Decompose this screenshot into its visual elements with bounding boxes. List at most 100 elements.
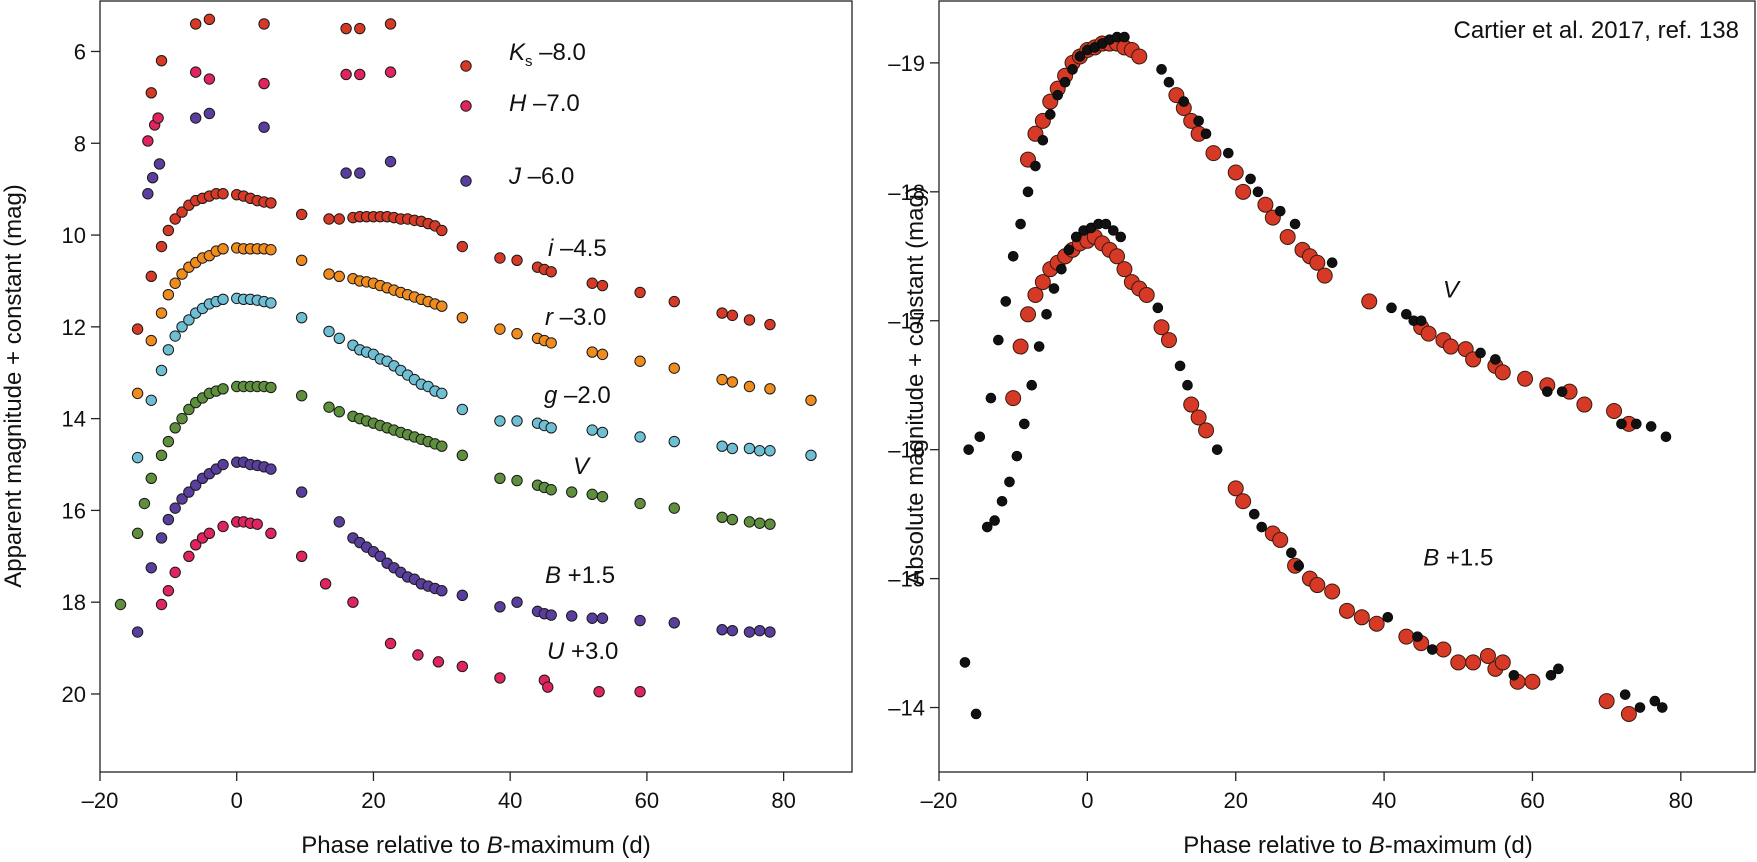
data-point-g xyxy=(169,330,181,342)
data-point-i xyxy=(456,240,469,253)
data-point xyxy=(1198,422,1215,439)
data-point-U xyxy=(456,660,469,673)
data-point xyxy=(1211,444,1223,455)
data-point xyxy=(1309,577,1326,594)
data-point xyxy=(1156,64,1167,75)
left-x-axis: –20 0 20 40 60 80 xyxy=(82,772,796,813)
data-point-B xyxy=(726,624,739,637)
data-point xyxy=(1382,611,1394,623)
legend-label-Ks: Ks –8.0 xyxy=(509,39,586,70)
data-point xyxy=(1494,654,1511,671)
data-point-r xyxy=(805,394,817,406)
data-point-U xyxy=(190,539,202,551)
data-point-i xyxy=(333,213,345,225)
data-point-g xyxy=(545,422,557,434)
data-point xyxy=(1494,364,1511,381)
data-point-U xyxy=(251,518,263,530)
data-point xyxy=(1235,493,1252,510)
data-point-r xyxy=(668,362,680,374)
data-point-i xyxy=(436,224,448,237)
data-point-g xyxy=(155,364,168,377)
data-point-Ks xyxy=(203,13,216,26)
legend-marker-J xyxy=(460,175,472,187)
data-point xyxy=(1027,286,1044,303)
data-point xyxy=(1415,315,1427,327)
data-point xyxy=(1115,231,1127,243)
data-point-V xyxy=(217,383,229,395)
data-point-r xyxy=(511,328,523,340)
data-point xyxy=(1041,308,1052,320)
data-point-B xyxy=(596,612,609,624)
data-point-g xyxy=(456,403,469,416)
legend-label-U: U +3.0 xyxy=(547,638,618,665)
data-point-r xyxy=(764,383,776,395)
data-point-V xyxy=(494,472,506,484)
data-point xyxy=(1205,145,1222,162)
data-point xyxy=(1235,183,1252,200)
data-point xyxy=(1479,647,1496,664)
data-point-B xyxy=(295,486,308,498)
right-x-axis: –20 0 20 40 60 80 xyxy=(921,772,1693,813)
data-point xyxy=(1245,173,1256,185)
data-point-B xyxy=(634,614,646,627)
data-point-U xyxy=(634,685,646,698)
data-point xyxy=(981,521,993,533)
legend-label-H: H –7.0 xyxy=(509,90,580,117)
data-point-V xyxy=(183,403,195,416)
data-point xyxy=(1070,231,1082,243)
data-point xyxy=(1011,450,1023,462)
data-point-B xyxy=(145,562,157,574)
data-point xyxy=(1116,261,1133,278)
x-tick-label: 40 xyxy=(498,788,522,813)
data-point-H xyxy=(203,73,216,85)
data-point xyxy=(1339,602,1355,619)
data-point-r xyxy=(436,300,448,312)
data-point-V xyxy=(323,401,335,413)
data-point-J xyxy=(340,167,352,179)
data-point xyxy=(1174,360,1186,372)
data-point xyxy=(1152,302,1164,314)
left-plot-frame xyxy=(99,0,853,773)
data-point-Ks xyxy=(354,22,366,35)
data-point-i xyxy=(265,197,277,209)
data-point-B xyxy=(494,601,506,613)
data-point-g xyxy=(183,314,195,326)
data-point-i xyxy=(511,254,523,266)
data-point xyxy=(1541,386,1553,397)
data-point-V xyxy=(436,440,448,452)
y-tick-label: 12 xyxy=(62,315,86,340)
x-tick-label: –20 xyxy=(82,788,119,813)
y-tick-label: –19 xyxy=(888,51,925,76)
data-point-r xyxy=(131,387,144,400)
data-point-g xyxy=(805,449,817,462)
legend-label-B: B +1.5 xyxy=(545,562,615,589)
data-point xyxy=(1649,695,1661,707)
data-point-i xyxy=(545,266,557,278)
data-point-V xyxy=(511,474,523,487)
data-point xyxy=(1386,302,1397,314)
data-point-Ks xyxy=(145,87,157,99)
data-point xyxy=(1274,205,1286,217)
y-tick-label: 10 xyxy=(62,223,86,248)
data-point xyxy=(1119,31,1130,43)
data-point-V xyxy=(545,484,557,496)
data-point-V xyxy=(586,488,598,501)
left-y-axis: 6 8 10 12 14 16 18 20 xyxy=(62,39,100,707)
data-point-r xyxy=(716,373,728,386)
data-point-i xyxy=(162,224,175,237)
data-point-r xyxy=(494,323,506,335)
data-point-V xyxy=(162,435,175,448)
data-point xyxy=(963,444,974,455)
data-point-g xyxy=(295,311,308,324)
data-point-U xyxy=(494,672,506,684)
data-point xyxy=(1289,218,1301,230)
data-point xyxy=(1022,186,1034,198)
data-point-B xyxy=(183,486,195,498)
data-point-U xyxy=(542,681,554,693)
data-point-r xyxy=(169,277,181,289)
data-point xyxy=(1059,76,1071,88)
x-tick-label: 80 xyxy=(771,788,795,813)
data-point xyxy=(1200,128,1212,140)
data-point-H xyxy=(152,112,164,124)
data-point xyxy=(1183,396,1200,413)
